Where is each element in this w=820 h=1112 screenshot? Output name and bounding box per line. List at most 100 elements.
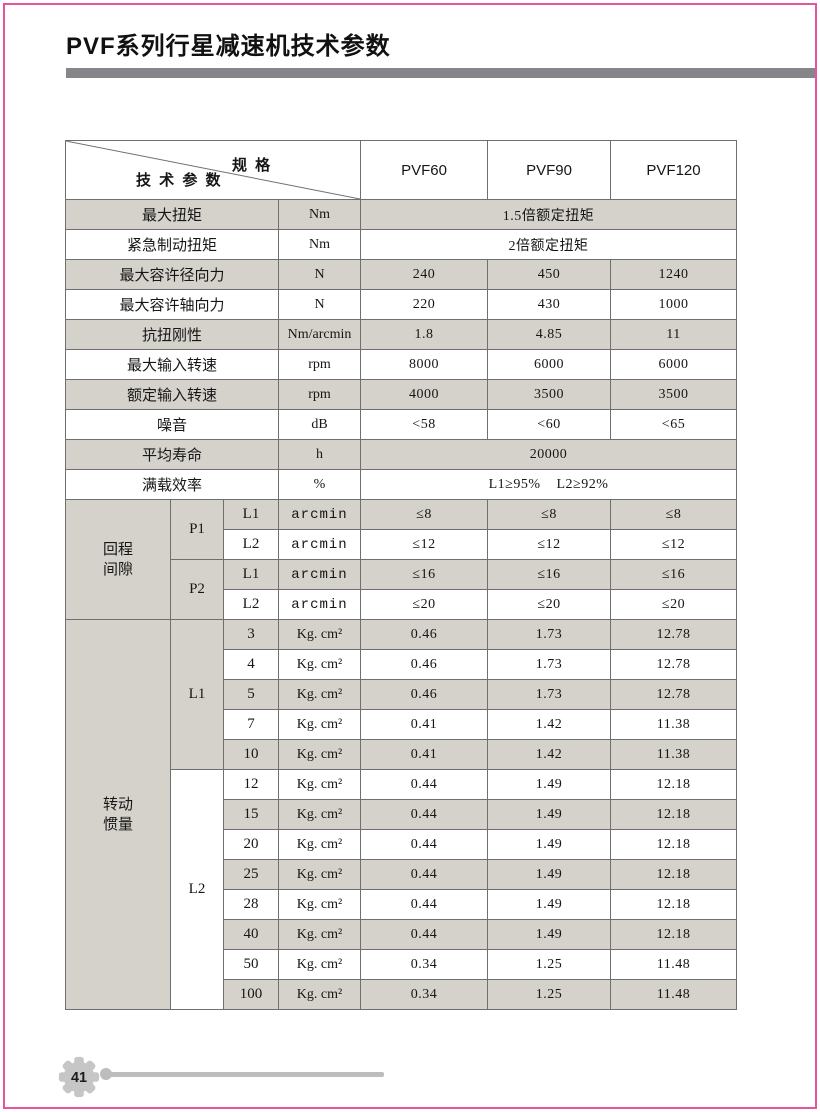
value-cell: 1.25	[487, 979, 611, 1010]
table-row: 100 Kg. cm² 0.34 1.25 11.48	[66, 979, 737, 1010]
unit-cell: N	[278, 259, 361, 290]
value-cell: 1.49	[487, 799, 611, 830]
unit-cell: %	[278, 469, 361, 500]
table-row: P2 L1 arcmin ≤16 ≤16 ≤16	[66, 559, 737, 620]
table-row: 4 Kg. cm² 0.46 1.73 12.78	[66, 649, 737, 680]
unit-cell: Kg. cm²	[278, 679, 361, 710]
value-cell: ≤20	[610, 589, 737, 620]
value-cell: 11.48	[610, 979, 737, 1010]
footer-divider-line	[106, 1072, 384, 1077]
ratio-cell: 7	[223, 709, 279, 740]
gear-icon: 41	[58, 1056, 100, 1098]
unit-cell: Nm/arcmin	[278, 319, 361, 350]
corner-cell: 规 格 技 术 参 数	[65, 140, 361, 200]
unit-cell: Kg. cm²	[278, 949, 361, 980]
column-header-pvf90: PVF90	[487, 140, 611, 200]
param-label-cell: 最大容许径向力	[65, 259, 279, 290]
value-cell: 12.18	[610, 769, 737, 800]
value-cell: 8000	[360, 349, 488, 380]
value-cell: 12.18	[610, 859, 737, 890]
value-cell: 6000	[610, 349, 737, 380]
ratio-cell: 40	[223, 919, 279, 950]
table-row: 7 Kg. cm² 0.41 1.42 11.38	[66, 709, 737, 740]
unit-cell: Kg. cm²	[278, 859, 361, 890]
value-cell: 12.18	[610, 919, 737, 950]
table-row: 最大输入转速 rpm 8000 6000 6000	[65, 349, 737, 380]
value-cell: 0.44	[360, 799, 488, 830]
value-cell: 1.8	[360, 319, 488, 350]
value-cell: 1.49	[487, 829, 611, 860]
value-cell: ≤8	[610, 499, 737, 530]
ratio-cell: 15	[223, 799, 279, 830]
table-row: 最大容许轴向力 N 220 430 1000	[65, 289, 737, 320]
corner-spec-label: 规 格	[232, 157, 273, 174]
table-row: 10 Kg. cm² 0.41 1.42 11.38	[66, 739, 737, 770]
ratio-cell: 50	[223, 949, 279, 980]
value-cell: ≤8	[360, 499, 488, 530]
value-cell: 0.46	[360, 619, 488, 650]
table-row: 15 Kg. cm² 0.44 1.49 12.18	[66, 799, 737, 830]
table-row: L2 arcmin ≤12 ≤12 ≤12	[66, 529, 737, 560]
ratio-cell: 12	[223, 769, 279, 800]
unit-cell: dB	[278, 409, 361, 440]
unit-cell: arcmin	[278, 499, 361, 530]
value-cell: 3500	[487, 379, 611, 410]
param-label-cell: 平均寿命	[65, 439, 279, 470]
value-cell: 0.44	[360, 859, 488, 890]
value-cell: 0.41	[360, 709, 488, 740]
value-cell: 0.44	[360, 889, 488, 920]
table-row: L2 arcmin ≤20 ≤20 ≤20	[66, 589, 737, 620]
ratio-cell: 25	[223, 859, 279, 890]
table-row: L2 12 Kg. cm² 0.44 1.49 12.18	[66, 769, 737, 1010]
value-cell: 450	[487, 259, 611, 290]
group-label-line: 间隙	[102, 561, 133, 578]
value-cell: 4000	[360, 379, 488, 410]
unit-cell: Kg. cm²	[278, 799, 361, 830]
page-title: PVF系列行星减速机技术参数	[66, 33, 391, 60]
table-row: 5 Kg. cm² 0.46 1.73 12.78	[66, 679, 737, 710]
value-cell: 11	[610, 319, 737, 350]
value-cell: ≤12	[487, 529, 611, 560]
value-cell: 1240	[610, 259, 737, 290]
ratio-cell: 5	[223, 679, 279, 710]
title-underline-bar	[66, 68, 815, 78]
unit-cell: Nm	[278, 199, 361, 230]
unit-cell: rpm	[278, 379, 361, 410]
value-cell: 12.78	[610, 679, 737, 710]
value-cell: <65	[610, 409, 737, 440]
ratio-cell: 28	[223, 889, 279, 920]
value-cell: ≤16	[360, 559, 488, 590]
unit-cell: rpm	[278, 349, 361, 380]
value-cell: ≤12	[360, 529, 488, 560]
unit-cell: Kg. cm²	[278, 919, 361, 950]
stage-cell: L2	[223, 589, 279, 620]
value-cell: 12.78	[610, 619, 737, 650]
value-cell: 0.44	[360, 919, 488, 950]
param-label-cell: 紧急制动扭矩	[65, 229, 279, 260]
param-label-cell: 最大容许轴向力	[65, 289, 279, 320]
unit-cell: Kg. cm²	[278, 709, 361, 740]
param-label-cell: 噪音	[65, 409, 279, 440]
ratio-cell: 100	[223, 979, 279, 1010]
value-cell: 0.44	[360, 829, 488, 860]
ratio-cell: 4	[223, 649, 279, 680]
value-cell: 12.18	[610, 799, 737, 830]
param-label-cell: 满载效率	[65, 469, 279, 500]
value-cell: 6000	[487, 349, 611, 380]
unit-cell: arcmin	[278, 589, 361, 620]
value-cell: ≤20	[487, 589, 611, 620]
table-row: 额定输入转速 rpm 4000 3500 3500	[65, 379, 737, 410]
value-cell: 0.44	[360, 769, 488, 800]
unit-cell: Kg. cm²	[278, 829, 361, 860]
unit-cell: arcmin	[278, 529, 361, 560]
group-label-backlash: 回程 间隙	[65, 499, 171, 620]
column-header-pvf60: PVF60	[360, 140, 488, 200]
diagonal-divider	[66, 141, 360, 199]
value-cell: 220	[360, 289, 488, 320]
value-cell: 3500	[610, 379, 737, 410]
corner-param-label: 技 术 参 数	[136, 172, 223, 189]
value-cell: 1.73	[487, 649, 611, 680]
value-cell: 1.25	[487, 949, 611, 980]
value-cell-merged: 20000	[360, 439, 737, 470]
unit-cell: h	[278, 439, 361, 470]
